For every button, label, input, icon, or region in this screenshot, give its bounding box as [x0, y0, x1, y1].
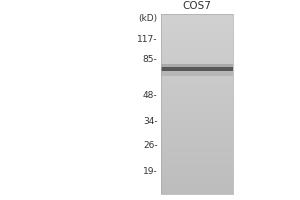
Bar: [160, 64, 232, 71]
Text: 85-: 85-: [143, 54, 158, 64]
Text: (kD): (kD): [138, 14, 158, 22]
Text: 48-: 48-: [143, 90, 158, 99]
Bar: [160, 14, 232, 194]
Text: 26-: 26-: [143, 140, 158, 150]
Text: 34-: 34-: [143, 116, 158, 126]
Text: 19-: 19-: [143, 166, 158, 176]
Bar: [160, 70, 232, 76]
Text: 117-: 117-: [137, 36, 158, 45]
Text: COS7: COS7: [182, 1, 211, 11]
Bar: [160, 67, 232, 71]
